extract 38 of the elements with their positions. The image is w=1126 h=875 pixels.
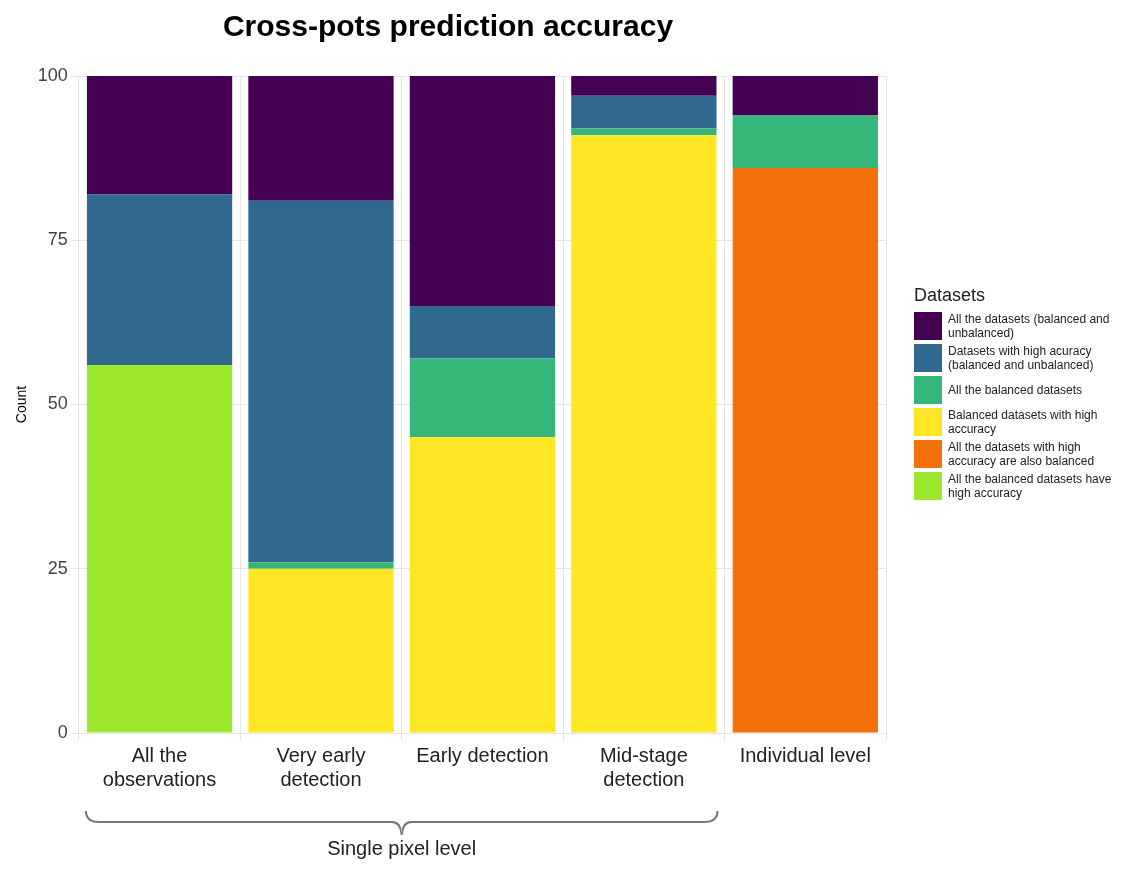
text: Single pixel level xyxy=(327,837,477,860)
bar xyxy=(571,76,717,96)
bar xyxy=(571,135,717,733)
x-tick-label: Early detection xyxy=(416,743,549,766)
bar xyxy=(86,365,233,733)
y-axis-title: Count xyxy=(13,385,30,424)
bar xyxy=(248,562,394,569)
chart-title: Cross-pots prediction accuracy xyxy=(222,9,674,43)
legend-label: Datasets with high acuracy (balanced and unbalanced) xyxy=(948,343,1095,372)
legend-title: Datasets xyxy=(914,284,987,306)
bar xyxy=(732,76,878,116)
bar xyxy=(409,358,556,438)
bar xyxy=(571,128,717,136)
bar xyxy=(409,437,556,733)
y-tick-label: 50 xyxy=(47,393,68,414)
y-tick-label: 25 xyxy=(47,557,68,578)
bar xyxy=(86,194,233,366)
legend-label: All the balanced datasets have high accuracy xyxy=(948,471,1113,500)
bar xyxy=(409,76,556,306)
bar xyxy=(248,568,394,733)
x-tick-label: Individual level xyxy=(739,743,871,766)
legend-label: All the balanced datasets xyxy=(948,382,1083,397)
x-tick-label: All the observations xyxy=(102,743,217,790)
y-tick-label: 0 xyxy=(57,721,68,742)
x-tick-label: Mid-stage detection xyxy=(599,743,688,790)
y-tick-label: 100 xyxy=(37,64,68,85)
bar xyxy=(248,200,394,563)
y-tick-label: 75 xyxy=(47,229,68,250)
bar xyxy=(86,76,233,195)
legend-label: All the datasets (balanced and unbalanced) xyxy=(948,311,1111,340)
bar xyxy=(571,95,717,129)
legend-label: All the datasets with high accuracy are also balanced xyxy=(948,439,1096,468)
legend-label: Balanced datasets with high accuracy xyxy=(948,407,1099,436)
bar xyxy=(732,115,878,168)
bar xyxy=(409,305,556,359)
x-tick-label: Very early detection xyxy=(276,743,366,790)
bar xyxy=(248,76,394,201)
bar xyxy=(732,167,878,733)
